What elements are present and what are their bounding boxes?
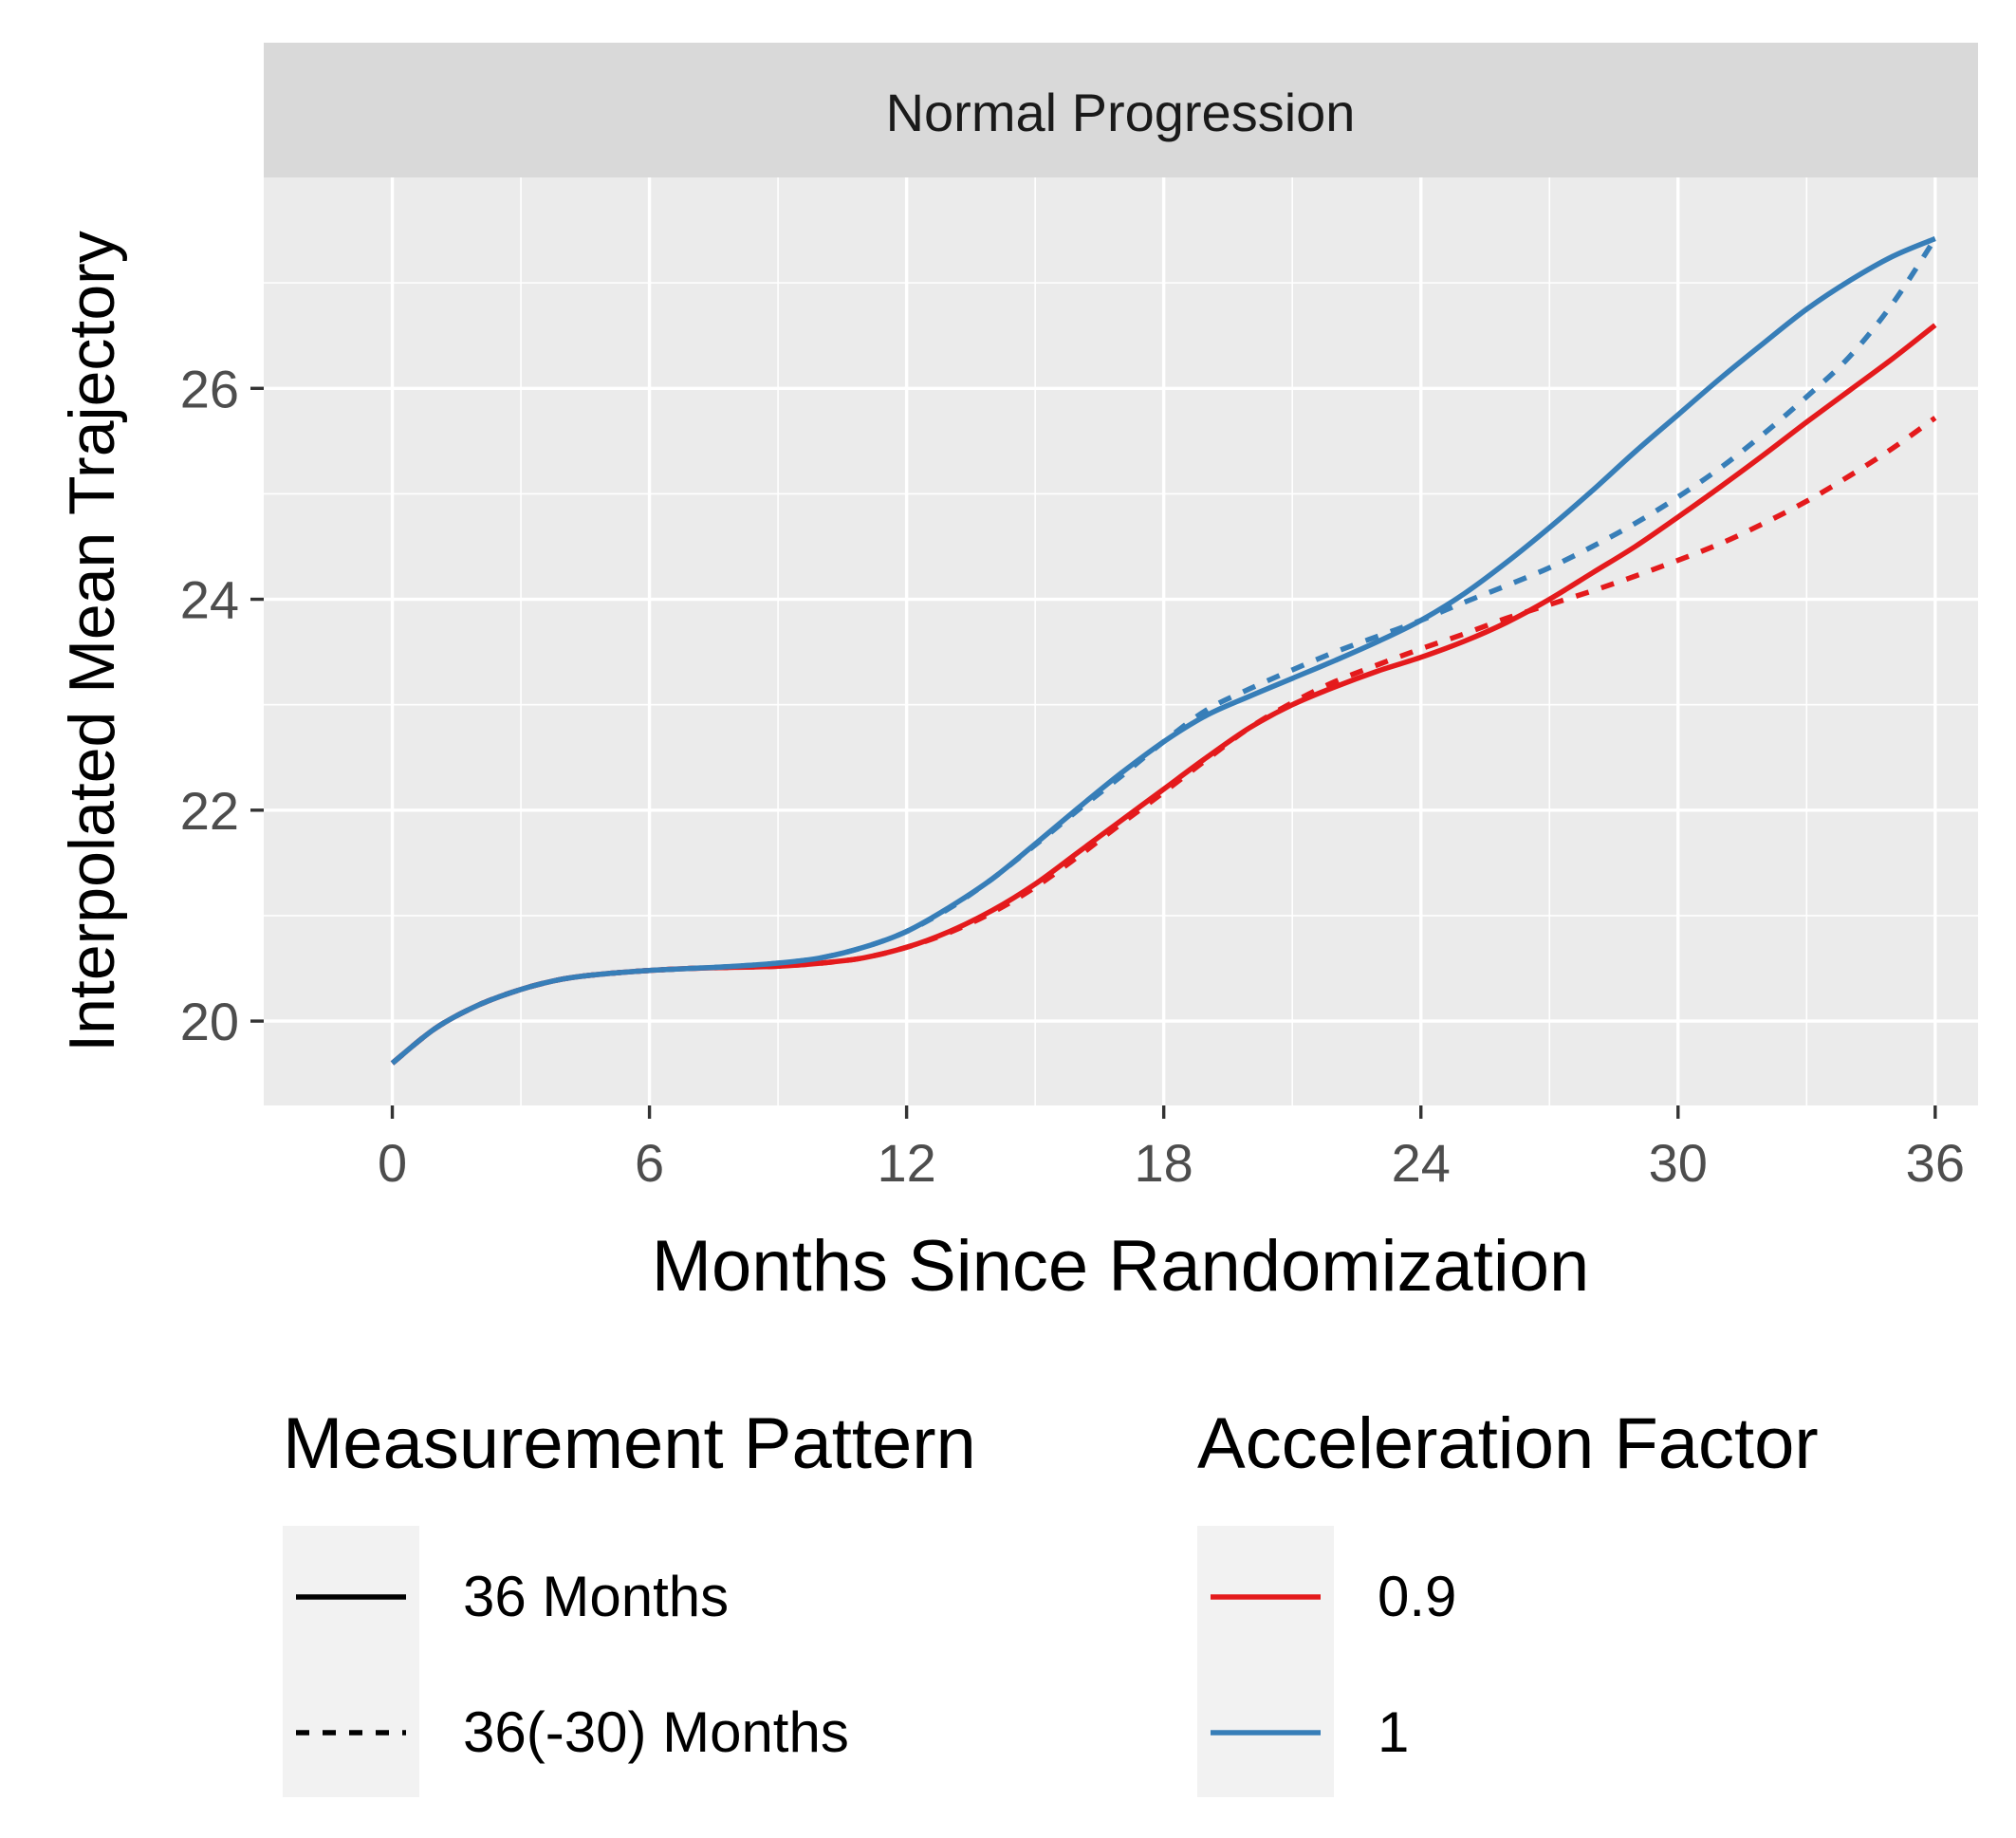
facet-strip [264,43,1978,177]
series-line-af-0-9-dashed [390,416,1937,1066]
legend-label-0-9: 0.9 [1378,1565,1456,1628]
x-axis-title: Months Since Randomization [652,1226,1590,1307]
legend-color-title: Acceleration Factor [1197,1403,1819,1484]
legend-label-36-months: 36 Months [463,1565,729,1628]
x-tick-label: 0 [378,1133,407,1193]
x-tick-label: 36 [1906,1133,1965,1193]
legend-linetype-title: Measurement Pattern [283,1403,976,1484]
grid-major [264,177,1978,1105]
x-tick-label: 24 [1392,1133,1451,1193]
grid-minor [264,177,1978,1105]
y-axis-title: Interpolated Mean Trajectory [56,231,128,1052]
facet-title: Normal Progression [886,83,1356,142]
x-axis: 0 6 12 18 24 30 36 [378,1105,1965,1193]
series-line-af-1-dashed [390,236,1938,1066]
x-tick-label: 18 [1135,1133,1193,1193]
plot-panel [264,177,1978,1105]
y-tick-label: 22 [180,781,239,841]
series-line-af-1-solid [390,235,1936,1066]
y-tick-label: 26 [180,359,239,418]
x-tick-label: 30 [1649,1133,1708,1193]
x-tick-label: 12 [877,1133,935,1193]
x-tick-label: 6 [635,1133,664,1193]
legend-label-1: 1 [1378,1700,1409,1764]
legend-color: Acceleration Factor 0.9 1 [1197,1403,1819,1797]
y-tick-label: 20 [180,992,239,1051]
legend-label-36-30-months: 36(-30) Months [463,1700,849,1764]
y-tick-label: 24 [180,570,239,630]
y-axis: 20 22 24 26 [180,359,264,1051]
legend-linetype: Measurement Pattern 36 Months 36(-30) Mo… [283,1403,976,1797]
series-layer [390,235,1938,1066]
legend-color-keys-bg [1197,1526,1334,1797]
legend-linetype-keys-bg [283,1526,419,1797]
